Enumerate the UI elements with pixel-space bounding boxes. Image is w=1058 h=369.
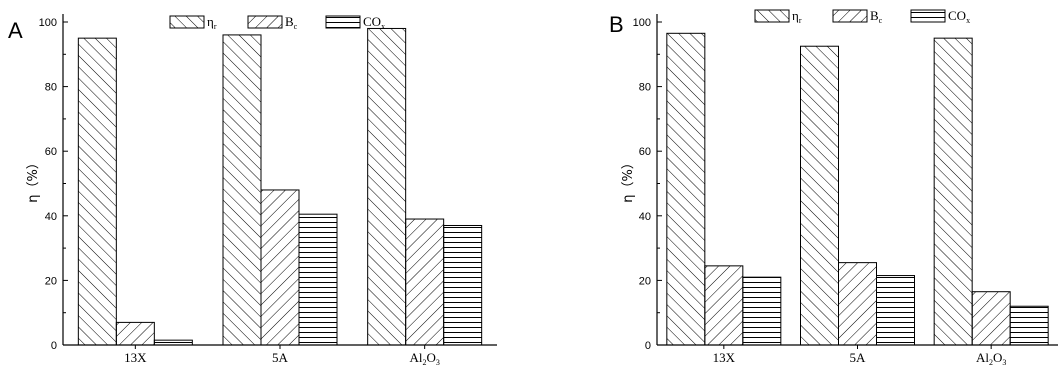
y-tick-label: 60 — [45, 146, 57, 158]
bar-cox-al2o3 — [1009, 305, 1049, 346]
legend-swatch — [754, 9, 790, 23]
y-tick-label: 0 — [51, 340, 57, 352]
y-tick-label: 40 — [639, 211, 651, 223]
legend-label: COx — [948, 8, 970, 25]
bar-ηr-al2o3 — [933, 37, 973, 346]
legend: ηr Bc COx — [169, 14, 385, 31]
y-tick-label: 80 — [639, 82, 651, 94]
bar-bc-al2o3 — [971, 291, 1011, 346]
x-tick-label: Al2O3 — [976, 350, 1006, 367]
y-tick-label: 100 — [633, 17, 651, 29]
panel-label: B — [609, 12, 624, 37]
legend-swatch — [832, 9, 868, 23]
y-tick-label: 80 — [45, 82, 57, 94]
bar-ηr-13x — [77, 37, 117, 346]
bar-ηr-5a — [800, 45, 839, 346]
bar-cox-5a — [298, 213, 338, 346]
y-tick-label: 0 — [645, 340, 651, 352]
bar-bc-5a — [260, 189, 300, 346]
panel-label: A — [8, 18, 23, 43]
bar-bc-13x — [115, 321, 155, 346]
legend-swatch — [910, 9, 946, 23]
bar-ηr-al2o3 — [367, 27, 407, 346]
y-tick-label: 60 — [639, 146, 651, 158]
bar-bc-5a — [838, 262, 877, 346]
y-tick-label: 40 — [45, 211, 57, 223]
bar-ηr-5a — [222, 34, 262, 346]
bar-cox-5a — [876, 275, 915, 346]
legend-label: ηr — [207, 14, 217, 31]
chart-panel-a: A 0 20 40 60 80 100 η（%） 13X 5A Al2O3 ηr Bc COx — [8, 14, 497, 367]
x-tick-label: 5A — [850, 350, 867, 365]
x-tick-label: 5A — [272, 350, 289, 365]
bar-bc-13x — [704, 265, 744, 346]
y-tick-label: 20 — [45, 275, 57, 287]
x-tick-label: Al2O3 — [409, 350, 439, 367]
bar-bc-al2o3 — [405, 218, 445, 346]
bar-cox-13x — [153, 339, 193, 346]
legend-label: Bc — [285, 14, 298, 31]
legend-swatch — [247, 15, 283, 29]
x-tick-label: 13X — [124, 350, 147, 365]
y-tick-label: 100 — [39, 17, 57, 29]
y-axis-label: η（%） — [26, 156, 41, 203]
bar-ηr-13x — [666, 32, 706, 346]
legend-label: COx — [363, 14, 385, 31]
chart-panel-b: B 0 20 40 60 80 100 η（%） 13X 5A Al2O3 ηr Bc COx — [609, 8, 1058, 367]
bar-cox-13x — [742, 276, 782, 346]
legend: ηr Bc COx — [754, 8, 970, 25]
legend-label: ηr — [792, 8, 802, 25]
y-axis-label: η（%） — [621, 156, 636, 203]
legend-swatch — [325, 15, 361, 29]
legend-label: Bc — [870, 8, 883, 25]
x-tick-label: 13X — [713, 350, 736, 365]
bar-cox-al2o3 — [443, 224, 483, 346]
legend-swatch — [169, 15, 205, 29]
y-tick-label: 20 — [639, 275, 651, 287]
